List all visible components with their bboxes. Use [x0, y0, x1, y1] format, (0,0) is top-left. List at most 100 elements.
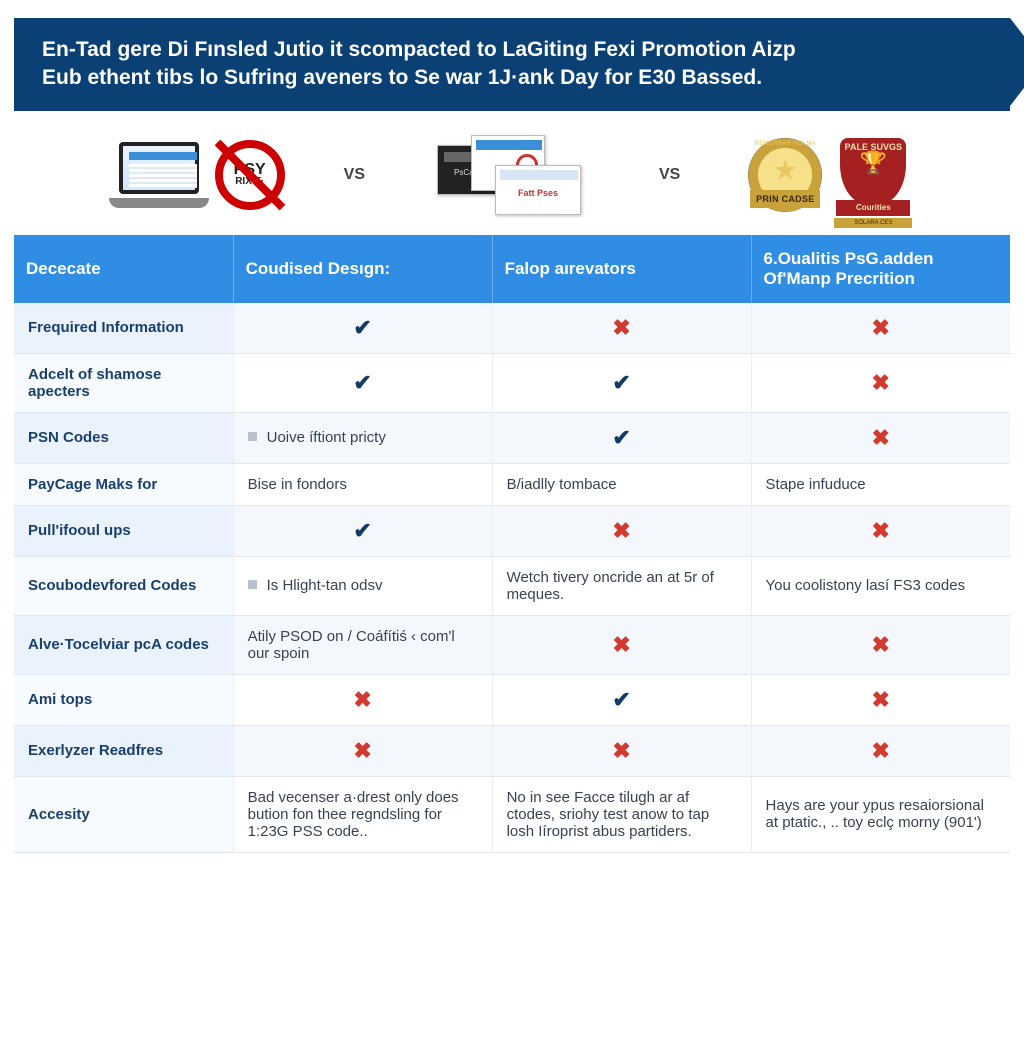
cross-icon: ✖: [612, 315, 630, 340]
cell-col1: ✖: [233, 725, 492, 776]
websites-stack-icon: [437, 131, 587, 219]
vs-label-2: VS: [659, 166, 680, 184]
table-row: Frequired Information ✔ ✖ ✖: [14, 303, 1010, 354]
cross-icon: ✖: [872, 315, 890, 340]
cell-col2: Wetch tivery oncride an at 5r of meques.: [492, 556, 751, 615]
cell-col1: ✔: [233, 353, 492, 412]
cell-text: Bad vecenser a·drest only does bution fo…: [248, 789, 459, 840]
row-label: Adcelt of shamose apecters: [14, 353, 233, 412]
cell-col3: ✖: [751, 353, 1010, 412]
no-sign-label-bottom: RIX T·: [235, 177, 264, 186]
cross-icon: ✖: [872, 425, 890, 450]
table-row: Ami tops ✖ ✔ ✖: [14, 674, 1010, 725]
cell-col1: Atily PSOD on / Coáfítiś ‹ com'l our spo…: [233, 615, 492, 674]
cell-col2: ✖: [492, 303, 751, 354]
banner-line1: En-Tad gere Di Fınsled Jutio it scompact…: [42, 36, 970, 64]
row-label: Pull'ifooul ups: [14, 505, 233, 556]
row-label: PayCage Maks for: [14, 463, 233, 505]
cell-col3: Hays are your ypus resaiorsional at ptat…: [751, 776, 1010, 852]
row-label: Exerlyzer Readfres: [14, 725, 233, 776]
cell-col2: ✖: [492, 505, 751, 556]
table-row: Accesity Bad vecenser a·drest only does b…: [14, 776, 1010, 852]
cell-col3: ✖: [751, 725, 1010, 776]
cell-text: Wetch tivery oncride an at 5r of meques.: [507, 569, 714, 603]
cell-text: Hays are your ypus resaiorsional at ptat…: [766, 797, 984, 831]
cell-col3: ✖: [751, 674, 1010, 725]
check-icon: ✔: [612, 425, 630, 450]
cell-text: Bise in fondors: [248, 476, 347, 493]
shield-ribbon: Courities: [836, 200, 910, 216]
check-icon: ✔: [353, 315, 371, 340]
cross-icon: ✖: [872, 632, 890, 657]
check-icon: ✔: [353, 518, 371, 543]
comparison-table: Dececate Coudised Desıgn: Falop aırevato…: [14, 235, 1010, 853]
col-header-0: Dececate: [14, 235, 233, 303]
cell-col2: No in see Facce tilugh ar af ctodes, sri…: [492, 776, 751, 852]
banner-line2: Eub ethent tibs lo Sufring aveners to Se…: [42, 64, 970, 92]
row-label: Frequired Information: [14, 303, 233, 354]
table-row: Adcelt of shamose apecters ✔ ✔ ✖: [14, 353, 1010, 412]
cross-icon: ✖: [353, 738, 371, 763]
gold-seal-badge-icon: REMERRAR HOLMA ★ PRIN CADSE: [742, 132, 828, 218]
table-row: Exerlyzer Readfres ✖ ✖ ✖: [14, 725, 1010, 776]
cross-icon: ✖: [612, 738, 630, 763]
cell-col2: B/iadlly tombace: [492, 463, 751, 505]
row-label: Scoubodevfored Codes: [14, 556, 233, 615]
table-row: Scoubodevfored Codes Is Hlight-tan odsv We…: [14, 556, 1010, 615]
cell-col1: ✖: [233, 674, 492, 725]
seal-ribbon-text: PRIN CADSE: [750, 190, 820, 208]
cell-col3: ✖: [751, 615, 1010, 674]
cell-text: Is Hlight-tan odsv: [267, 577, 383, 594]
cell-col1: Is Hlight-tan odsv: [233, 556, 492, 615]
bullet-icon: [248, 432, 257, 441]
cell-text: Uoive íftiont pricty: [267, 429, 386, 446]
cross-icon: ✖: [353, 687, 371, 712]
column2-icons: [387, 131, 637, 219]
cell-text: Atily PSOD on / Coáfítiś ‹ com'l our spo…: [248, 628, 455, 662]
cell-col3: You coolistony lasí FS3 codes: [751, 556, 1010, 615]
col-header-3: 6.Oualitis PsG.adden Of'Manp Precrition: [751, 235, 1010, 303]
cell-text: Stape infuduce: [766, 476, 866, 493]
table-row: Pull'ifooul ups ✔ ✖ ✖: [14, 505, 1010, 556]
check-icon: ✔: [612, 687, 630, 712]
cell-text: No in see Facce tilugh ar af ctodes, sri…: [507, 789, 710, 840]
cell-col3: ✖: [751, 505, 1010, 556]
comparison-icons-row: PSY RIX T· VS VS REMERRAR HOLMA ★ PRIN C…: [0, 121, 1024, 235]
vs-label-1: VS: [344, 166, 365, 184]
cell-text: B/iadlly tombace: [507, 476, 617, 493]
row-label: Accesity: [14, 776, 233, 852]
red-shield-badge-icon: PALE SUVGS 🏆 Courities SOLARA CES: [834, 132, 912, 218]
table-row: PSN CodesUoive íftiont pricty✔✖: [14, 412, 1010, 463]
seal-top-text: REMERRAR HOLMA: [742, 141, 828, 147]
headline-banner: En-Tad gere Di Fınsled Jutio it scompact…: [14, 18, 1010, 111]
col-header-1: Coudised Desıgn:: [233, 235, 492, 303]
row-label: Ami tops: [14, 674, 233, 725]
cell-col1: Bise in fondors: [233, 463, 492, 505]
shield-sub: SOLARA CES: [834, 218, 912, 228]
col-header-2: Falop aırevators: [492, 235, 751, 303]
column1-icons: PSY RIX T·: [72, 131, 322, 219]
check-icon: ✔: [353, 370, 371, 395]
prohibited-icon: PSY RIX T·: [215, 140, 285, 210]
cell-col1: Bad vecenser a·drest only does bution fo…: [233, 776, 492, 852]
cell-col2: ✖: [492, 725, 751, 776]
cross-icon: ✖: [872, 518, 890, 543]
table-row: PayCage Maks for Bise in fondors B/iadlly …: [14, 463, 1010, 505]
cell-text: You coolistony lasí FS3 codes: [766, 577, 966, 594]
column3-icons: REMERRAR HOLMA ★ PRIN CADSE PALE SUVGS 🏆…: [702, 131, 952, 219]
cell-col2: ✔: [492, 353, 751, 412]
laptop-icon: [109, 142, 209, 208]
cell-col1: ✔: [233, 505, 492, 556]
bullet-icon: [248, 580, 257, 589]
cell-col2: ✔: [492, 412, 751, 463]
cell-col3: Stape infuduce: [751, 463, 1010, 505]
cell-col1: ✔: [233, 303, 492, 354]
cross-icon: ✖: [872, 370, 890, 395]
row-label: Alve·Tocelviar pcA codes: [14, 615, 233, 674]
check-icon: ✔: [612, 370, 630, 395]
cross-icon: ✖: [612, 518, 630, 543]
cross-icon: ✖: [872, 738, 890, 763]
no-sign-label-top: PSY: [234, 163, 266, 177]
cell-col1: Uoive íftiont pricty: [233, 412, 492, 463]
table-row: Alve·Tocelviar pcA codes Atily PSOD on / …: [14, 615, 1010, 674]
